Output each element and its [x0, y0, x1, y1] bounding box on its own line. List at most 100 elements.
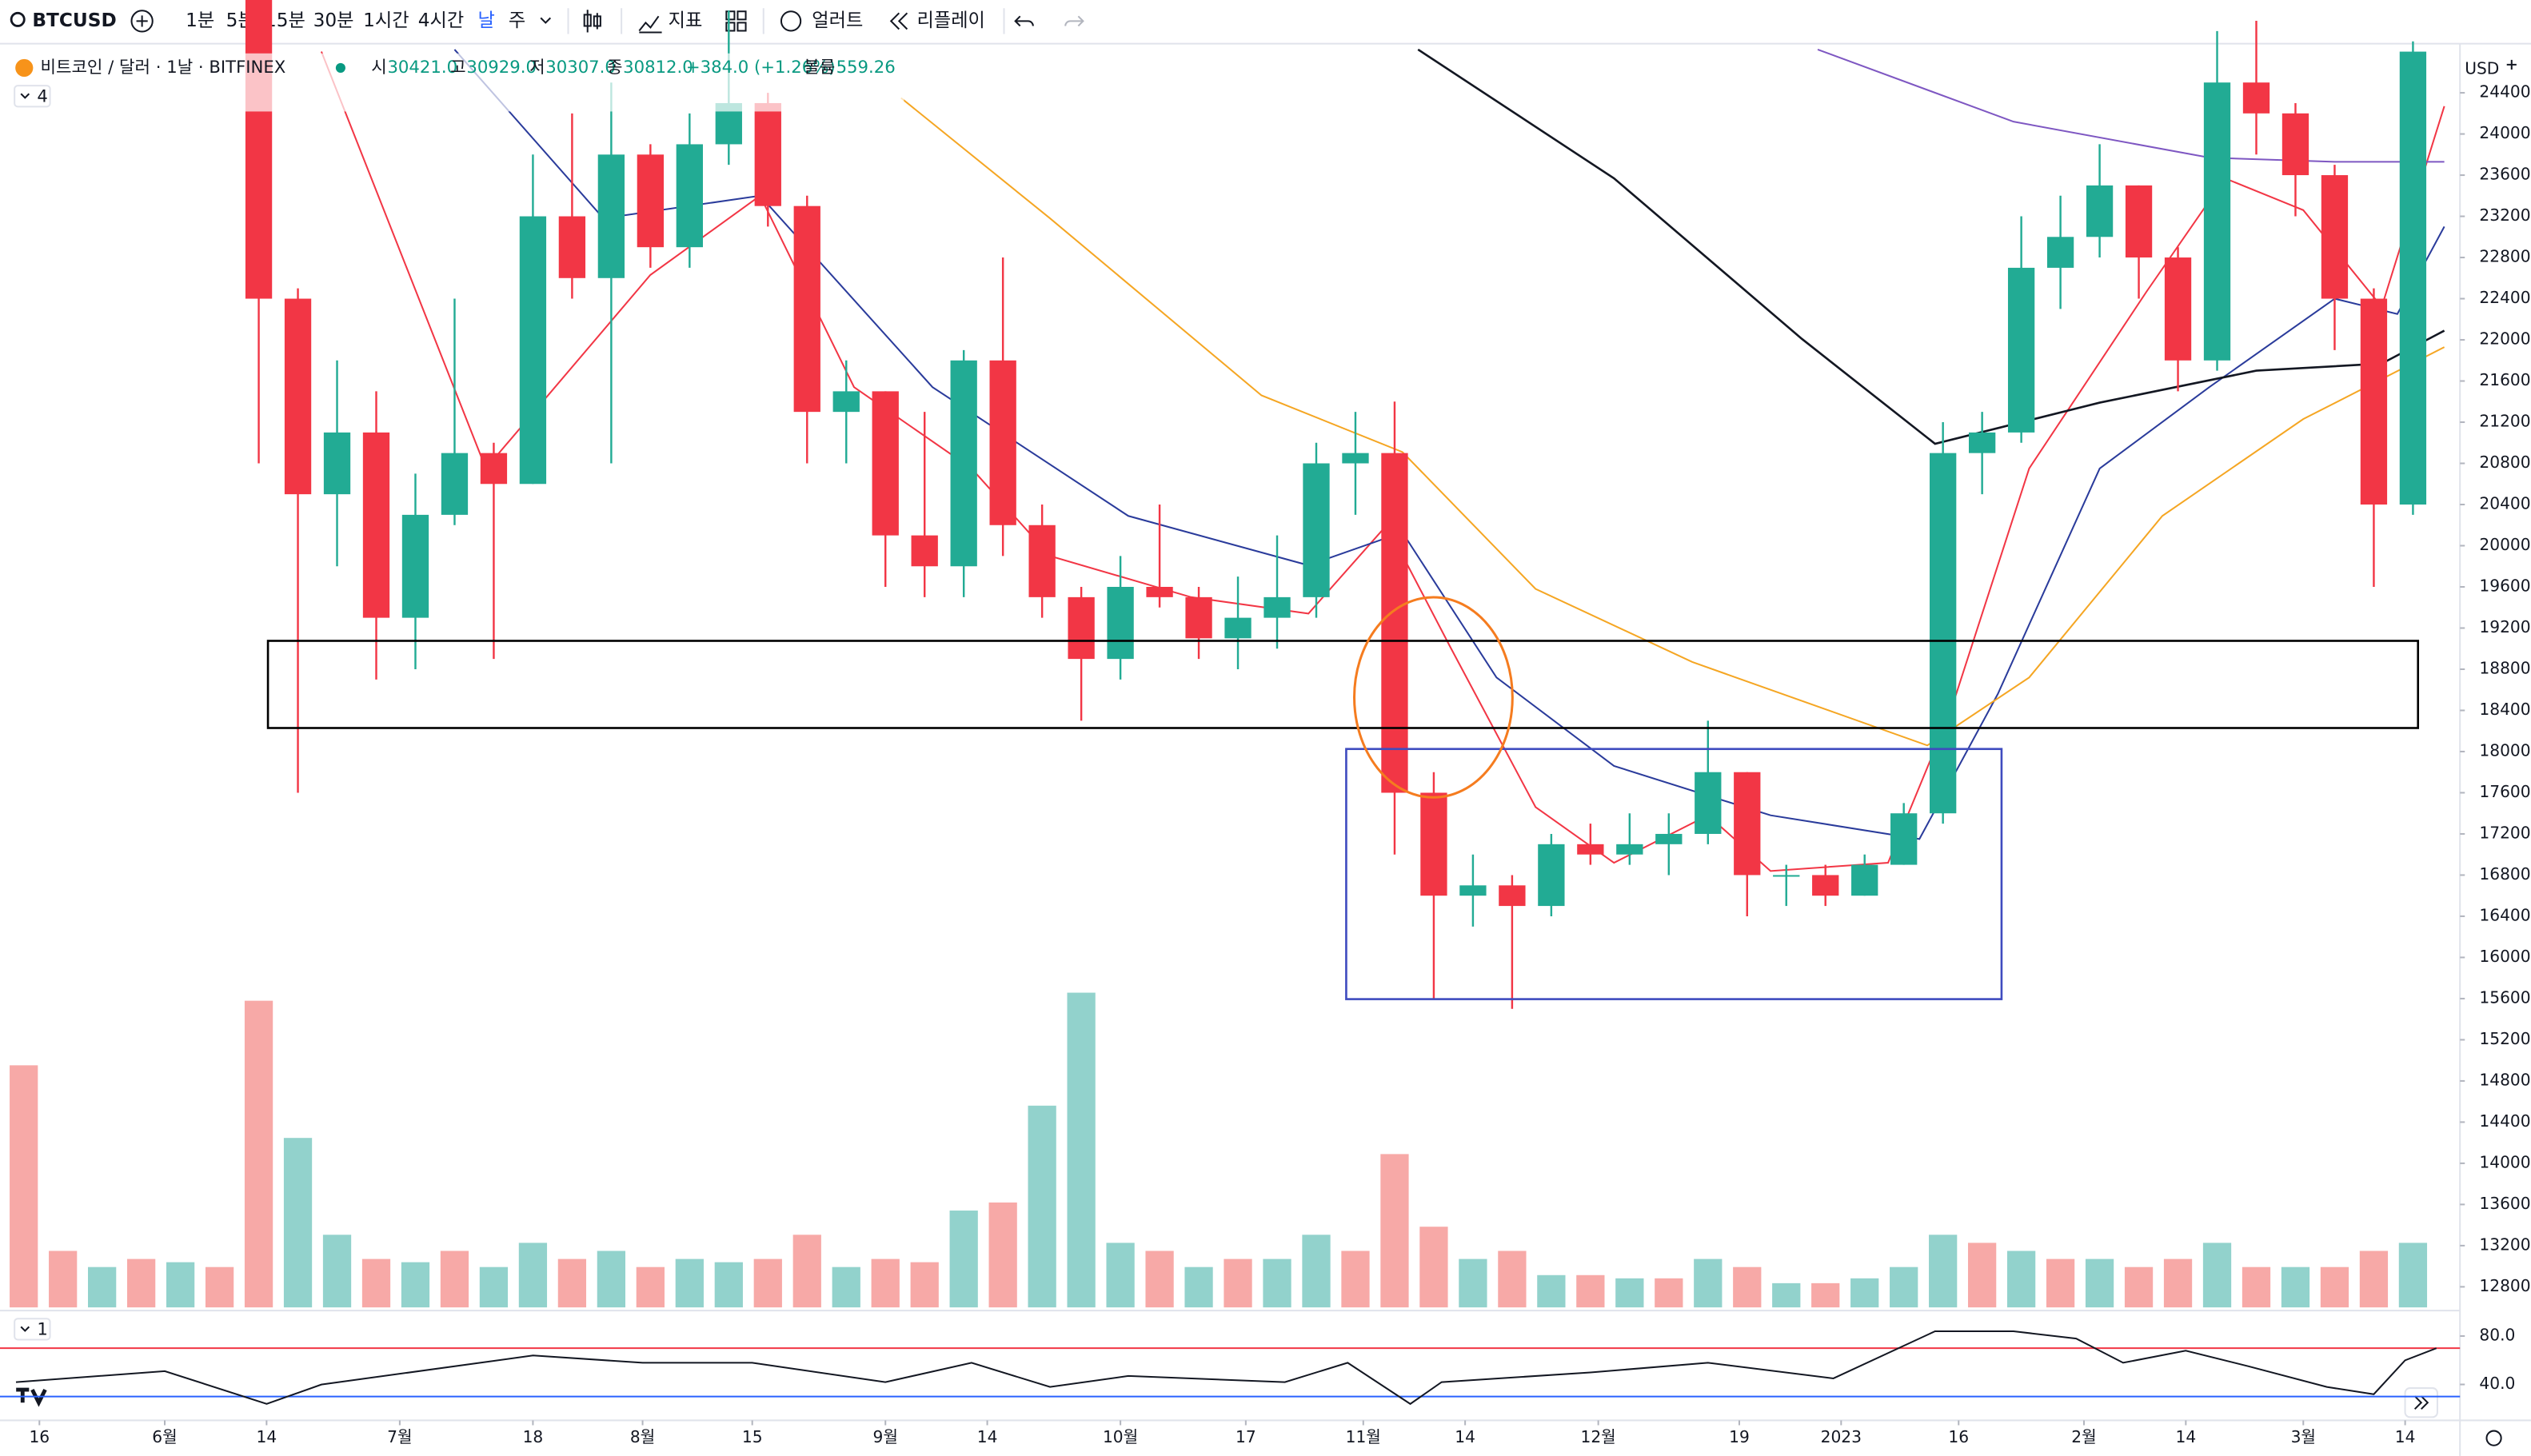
- volume-bar: [1615, 1278, 1644, 1308]
- candle-body: [1499, 885, 1526, 907]
- candle-body: [2164, 257, 2192, 361]
- chart-type-icon[interactable]: [583, 10, 601, 33]
- time-tick-label: 12월: [1581, 1427, 1616, 1446]
- volume-bar: [205, 1267, 234, 1308]
- volume-value: 559.26: [836, 57, 896, 77]
- volume-bar: [361, 1259, 391, 1308]
- time-tick-label: 18: [523, 1427, 544, 1446]
- undo[interactable]: [1014, 15, 1034, 27]
- volume-bar: [988, 1202, 1017, 1308]
- currency: USD: [2465, 58, 2499, 78]
- ohlc-value: 30812.0: [623, 57, 693, 77]
- add-symbol-icon: [136, 15, 148, 27]
- price-tick-label: 18800.0: [2479, 658, 2531, 677]
- volume-bar: [2085, 1259, 2114, 1308]
- indicators-icon[interactable]: [638, 15, 662, 34]
- legend-bg: [0, 53, 904, 112]
- candle-body: [1968, 432, 1996, 453]
- candle-body: [2203, 82, 2231, 361]
- range-box[interactable]: [1345, 748, 2003, 1000]
- price-tick-label: 24000.0: [2479, 123, 2531, 142]
- alert-icon[interactable]: [780, 10, 802, 32]
- volume-bar: [1145, 1251, 1174, 1308]
- redo[interactable]: [1064, 15, 1084, 27]
- toolbar: BTCUSD 1분 5분 15분 30분 1시간 4시간 날 주 지표 얼러트 …: [0, 8, 2531, 45]
- volume-bar: [2281, 1267, 2310, 1308]
- layouts-icon[interactable]: [725, 10, 747, 32]
- indicators-toggle[interactable]: [14, 85, 51, 108]
- volume-bar: [2046, 1259, 2075, 1308]
- search-icon[interactable]: [10, 11, 26, 27]
- highlight-circle[interactable]: [1353, 596, 1514, 799]
- candle-body: [1616, 844, 1643, 855]
- time-tick-label: 16: [1948, 1427, 1969, 1446]
- interval-dropdown[interactable]: [540, 17, 552, 24]
- volume-bar: [322, 1235, 352, 1308]
- axis-add[interactable]: [2506, 59, 2517, 70]
- interval[interactable]: 1시간: [363, 10, 409, 31]
- candle-body: [2086, 185, 2114, 237]
- price-tick-label: 20000.0: [2479, 535, 2531, 554]
- symbol[interactable]: BTCUSD: [32, 10, 116, 31]
- coin-icon: [15, 58, 34, 78]
- volume-bar: [1302, 1235, 1331, 1308]
- time-tick-label: 7월: [387, 1427, 412, 1446]
- candle-body: [519, 216, 547, 485]
- candle-body: [362, 432, 390, 618]
- interval[interactable]: 주: [509, 10, 525, 31]
- candle-body: [1538, 844, 1565, 907]
- price-tick-label: 12800.0: [2479, 1276, 2531, 1295]
- candle-body: [558, 216, 586, 278]
- candle-body: [2125, 185, 2153, 258]
- volume-bar: [1733, 1267, 1762, 1308]
- volume-bar: [283, 1138, 313, 1308]
- time-tick-label: 6월: [152, 1427, 177, 1446]
- replay[interactable]: 리플레이: [917, 10, 985, 31]
- replay-icon[interactable]: [889, 12, 908, 30]
- volume-bar: [2359, 1251, 2389, 1308]
- volume-bar: [1890, 1267, 1918, 1308]
- indicators[interactable]: 지표: [669, 10, 703, 31]
- interval-active[interactable]: 날: [477, 10, 494, 31]
- volume-bar: [1655, 1278, 1683, 1308]
- candle-body: [1420, 792, 1447, 896]
- volume-bar: [1263, 1259, 1291, 1308]
- price-tick-label: 18400.0: [2479, 700, 2531, 719]
- interval[interactable]: 30분: [313, 10, 354, 31]
- settings[interactable]: [2485, 1430, 2502, 1446]
- candle-body: [401, 514, 429, 618]
- volume-bar: [2398, 1243, 2428, 1308]
- time-tick-label: 14: [977, 1427, 998, 1446]
- change: +384.0 (+1.26%): [686, 57, 836, 77]
- volume-bar: [1459, 1259, 1487, 1308]
- candle-body: [2321, 175, 2349, 299]
- support-zone[interactable]: [266, 640, 2420, 729]
- volume-bar: [1106, 1243, 1135, 1308]
- interval[interactable]: 1분: [186, 10, 214, 31]
- candle-body: [480, 453, 508, 485]
- add-symbol[interactable]: [130, 10, 154, 33]
- volume-bar: [126, 1259, 156, 1308]
- price-tick-label: 15600.0: [2479, 987, 2531, 1007]
- price-tick-label: 14800.0: [2479, 1070, 2531, 1089]
- interval[interactable]: 4시간: [418, 10, 464, 31]
- candle-body: [1264, 596, 1291, 618]
- volume-bar: [10, 1065, 38, 1308]
- candle-body: [1342, 453, 1369, 464]
- candle-body: [1695, 772, 1722, 834]
- price-tick-label: 21600.0: [2479, 370, 2531, 389]
- candle-body: [2007, 267, 2035, 433]
- volume-bar: [2163, 1259, 2193, 1308]
- candle-body: [1459, 885, 1487, 896]
- candle-body: [1028, 525, 1056, 597]
- volume-label: 볼륨: [804, 57, 835, 77]
- alerts[interactable]: 얼러트: [812, 10, 863, 31]
- price-tick-label: 22800.0: [2479, 247, 2531, 266]
- indicator-count: 4: [37, 86, 47, 106]
- moving-average: [320, 51, 2445, 872]
- time-tick-label: 14: [2395, 1427, 2416, 1446]
- time-tick-label: 11월: [1346, 1427, 1381, 1446]
- pane-toggle[interactable]: [14, 1318, 51, 1341]
- volume-bar: [2124, 1267, 2154, 1308]
